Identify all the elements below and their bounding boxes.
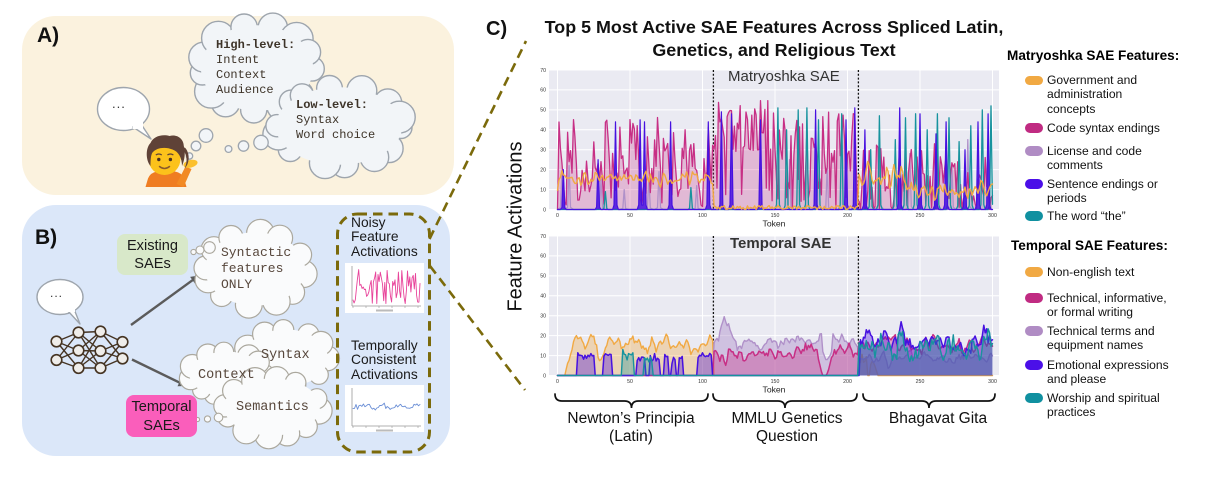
svg-text:60: 60 xyxy=(540,254,546,260)
svg-text:0: 0 xyxy=(543,207,546,213)
svg-text:300: 300 xyxy=(988,213,997,219)
svg-text:40: 40 xyxy=(540,128,546,134)
svg-text:50: 50 xyxy=(540,274,546,280)
svg-text:30: 30 xyxy=(540,148,546,154)
svg-text:70: 70 xyxy=(540,68,546,74)
svg-text:30: 30 xyxy=(540,314,546,320)
svg-text:40: 40 xyxy=(540,294,546,300)
svg-text:50: 50 xyxy=(540,108,546,114)
svg-text:50: 50 xyxy=(627,379,633,385)
svg-text:100: 100 xyxy=(698,379,707,385)
svg-text:200: 200 xyxy=(843,379,852,385)
svg-text:0: 0 xyxy=(543,373,546,379)
svg-text:Token: Token xyxy=(763,385,786,395)
svg-text:10: 10 xyxy=(540,353,546,359)
svg-text:60: 60 xyxy=(540,88,546,94)
svg-text:10: 10 xyxy=(540,187,546,193)
svg-text:200: 200 xyxy=(843,213,852,219)
svg-text:20: 20 xyxy=(540,167,546,173)
svg-text:20: 20 xyxy=(540,333,546,339)
svg-text:70: 70 xyxy=(540,234,546,240)
svg-text:50: 50 xyxy=(627,213,633,219)
svg-text:100: 100 xyxy=(698,213,707,219)
svg-text:0: 0 xyxy=(556,379,559,385)
svg-text:150: 150 xyxy=(771,379,780,385)
svg-text:250: 250 xyxy=(916,213,925,219)
svg-text:0: 0 xyxy=(556,213,559,219)
svg-text:250: 250 xyxy=(916,379,925,385)
svg-text:Token: Token xyxy=(763,219,786,229)
svg-text:150: 150 xyxy=(771,213,780,219)
svg-text:300: 300 xyxy=(988,379,997,385)
